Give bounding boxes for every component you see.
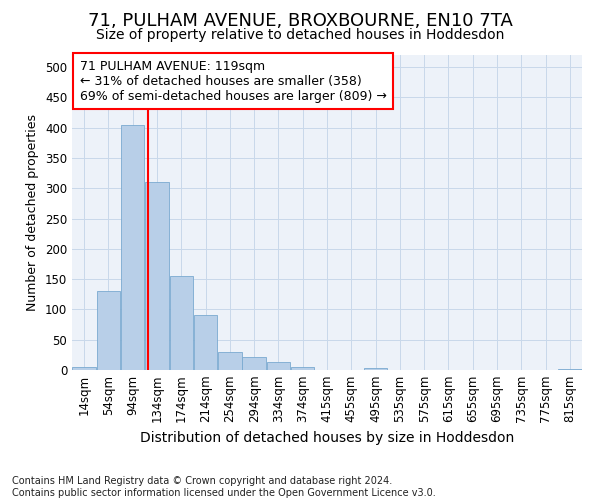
- Bar: [145, 182, 169, 370]
- Y-axis label: Number of detached properties: Number of detached properties: [26, 114, 40, 311]
- Text: 71 PULHAM AVENUE: 119sqm
← 31% of detached houses are smaller (358)
69% of semi-: 71 PULHAM AVENUE: 119sqm ← 31% of detach…: [80, 60, 386, 102]
- Bar: [194, 316, 217, 370]
- Bar: [558, 369, 581, 370]
- Bar: [291, 367, 314, 370]
- Bar: [121, 124, 145, 370]
- Bar: [364, 368, 388, 370]
- Bar: [170, 276, 193, 370]
- Text: Contains HM Land Registry data © Crown copyright and database right 2024.
Contai: Contains HM Land Registry data © Crown c…: [12, 476, 436, 498]
- Bar: [97, 291, 120, 370]
- X-axis label: Distribution of detached houses by size in Hoddesdon: Distribution of detached houses by size …: [140, 431, 514, 445]
- Bar: [266, 362, 290, 370]
- Bar: [242, 356, 266, 370]
- Bar: [218, 352, 242, 370]
- Text: Size of property relative to detached houses in Hoddesdon: Size of property relative to detached ho…: [96, 28, 504, 42]
- Bar: [73, 367, 96, 370]
- Text: 71, PULHAM AVENUE, BROXBOURNE, EN10 7TA: 71, PULHAM AVENUE, BROXBOURNE, EN10 7TA: [88, 12, 512, 30]
